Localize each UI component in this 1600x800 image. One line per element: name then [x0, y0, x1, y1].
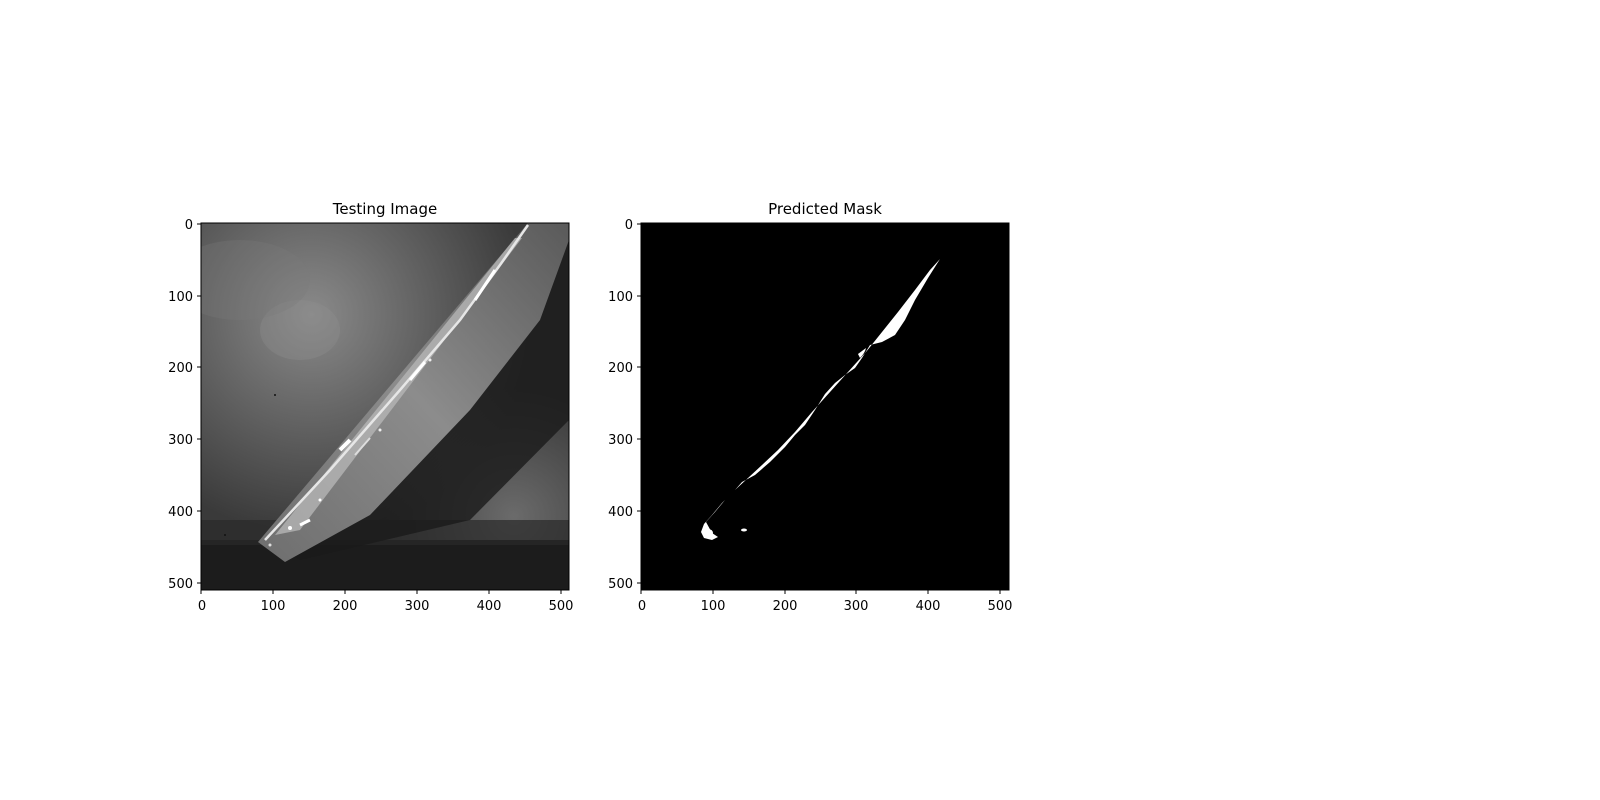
x-tick-label: 200 [333, 599, 358, 614]
x-tick-label: 200 [773, 599, 798, 614]
y-tick-label: 500 [168, 577, 193, 592]
x-tick-label: 500 [549, 599, 574, 614]
panel-testing-image: Testing Image [168, 200, 573, 614]
x-axis: 0 100 200 300 400 500 [638, 590, 1013, 614]
axes-frame [200, 222, 570, 591]
y-tick-label: 400 [168, 505, 193, 520]
x-tick-label: 400 [916, 599, 941, 614]
x-tick-label: 500 [988, 599, 1013, 614]
y-tick-label: 0 [185, 218, 193, 233]
mask-region [701, 259, 940, 540]
panel-title: Predicted Mask [768, 200, 882, 218]
x-axis: 0 100 200 300 400 500 [198, 590, 574, 614]
y-tick-label: 300 [608, 433, 633, 448]
axes-frame [640, 222, 1010, 591]
x-tick-label: 300 [844, 599, 869, 614]
y-axis: 0 100 200 300 400 500 [168, 218, 201, 592]
x-tick-label: 0 [198, 599, 206, 614]
y-tick-label: 300 [168, 433, 193, 448]
x-tick-label: 400 [477, 599, 502, 614]
y-tick-label: 400 [608, 505, 633, 520]
testing-image [201, 223, 569, 590]
x-tick-label: 0 [638, 599, 646, 614]
x-tick-label: 100 [701, 599, 726, 614]
x-tick-label: 300 [405, 599, 430, 614]
y-tick-label: 0 [625, 218, 633, 233]
y-tick-label: 200 [168, 361, 193, 376]
predicted-mask-image [641, 223, 1009, 590]
y-tick-label: 200 [608, 361, 633, 376]
y-tick-label: 100 [608, 290, 633, 305]
panel-title: Testing Image [332, 200, 437, 218]
y-axis: 0 100 200 300 400 500 [608, 218, 641, 592]
y-tick-label: 500 [608, 577, 633, 592]
panel-predicted-mask: Predicted Mask 0 100 200 300 400 500 [608, 200, 1012, 614]
x-tick-label: 100 [261, 599, 286, 614]
y-tick-label: 100 [168, 290, 193, 305]
